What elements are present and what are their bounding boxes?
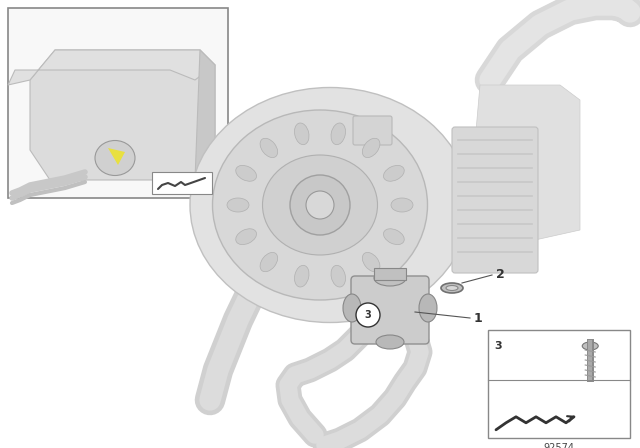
Ellipse shape [262,155,378,255]
Bar [488,330,630,438]
Ellipse shape [95,141,135,176]
Ellipse shape [331,265,346,287]
Ellipse shape [227,198,249,212]
Ellipse shape [260,138,278,158]
Polygon shape [470,85,580,250]
Ellipse shape [582,342,598,350]
Ellipse shape [236,229,257,245]
Ellipse shape [294,123,309,145]
Bar [374,268,406,280]
Ellipse shape [260,252,278,272]
Ellipse shape [343,294,361,322]
Ellipse shape [383,229,404,245]
Ellipse shape [362,252,380,272]
Polygon shape [195,50,215,180]
Circle shape [306,191,334,219]
FancyBboxPatch shape [353,116,392,145]
Ellipse shape [362,138,380,158]
Ellipse shape [374,270,406,286]
Ellipse shape [391,198,413,212]
Polygon shape [8,50,215,85]
Bar [8,8,228,198]
Ellipse shape [190,87,470,323]
Text: 2: 2 [496,267,505,280]
Ellipse shape [236,165,257,181]
Polygon shape [30,50,215,180]
Text: 3: 3 [494,341,502,351]
Ellipse shape [383,165,404,181]
FancyBboxPatch shape [351,276,429,344]
Text: 3: 3 [365,310,371,320]
Ellipse shape [441,283,463,293]
Ellipse shape [419,294,437,322]
Polygon shape [108,148,125,165]
Bar [152,172,212,194]
Ellipse shape [212,110,428,300]
Circle shape [290,175,350,235]
Circle shape [356,303,380,327]
Ellipse shape [331,123,346,145]
Text: 92574: 92574 [543,443,575,448]
Text: 1: 1 [474,311,483,324]
Ellipse shape [446,285,458,290]
FancyBboxPatch shape [452,127,538,273]
Ellipse shape [376,335,404,349]
Ellipse shape [294,265,309,287]
